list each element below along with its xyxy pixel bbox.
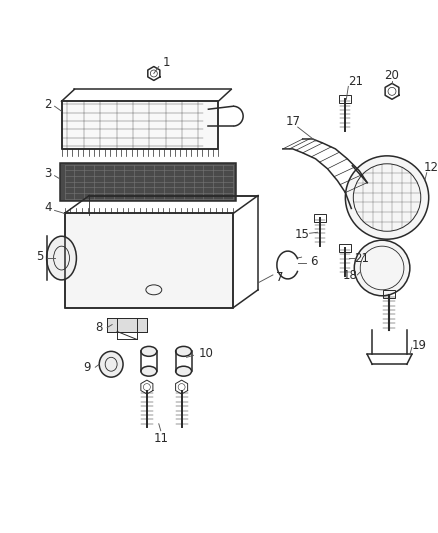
Text: 3: 3	[44, 167, 51, 180]
Text: 12: 12	[423, 161, 438, 174]
Polygon shape	[64, 213, 233, 308]
Polygon shape	[61, 101, 218, 149]
Text: 5: 5	[36, 249, 43, 263]
Polygon shape	[107, 318, 147, 332]
Ellipse shape	[141, 346, 157, 357]
Ellipse shape	[354, 240, 410, 296]
Text: 6: 6	[310, 255, 318, 268]
Text: 21: 21	[348, 75, 363, 88]
Ellipse shape	[176, 346, 191, 357]
Text: 20: 20	[385, 69, 399, 82]
Text: 9: 9	[84, 361, 91, 374]
Bar	[383, 290, 395, 298]
Text: 11: 11	[153, 432, 168, 445]
Ellipse shape	[46, 236, 76, 280]
Text: 4: 4	[44, 201, 51, 214]
Text: 7: 7	[276, 271, 284, 285]
Text: 21: 21	[354, 252, 369, 264]
Bar	[339, 95, 351, 103]
Text: 10: 10	[199, 347, 214, 360]
Bar	[60, 163, 236, 200]
Ellipse shape	[176, 366, 191, 376]
Text: 18: 18	[343, 269, 358, 282]
Text: 1: 1	[163, 56, 170, 69]
Text: 8: 8	[95, 321, 103, 334]
Bar	[339, 244, 351, 252]
Ellipse shape	[345, 156, 429, 239]
Ellipse shape	[141, 366, 157, 376]
Ellipse shape	[99, 351, 123, 377]
Text: 19: 19	[411, 339, 426, 352]
Bar	[314, 214, 325, 222]
Text: 2: 2	[44, 98, 51, 111]
Text: 15: 15	[294, 228, 309, 241]
Text: 17: 17	[285, 115, 300, 127]
